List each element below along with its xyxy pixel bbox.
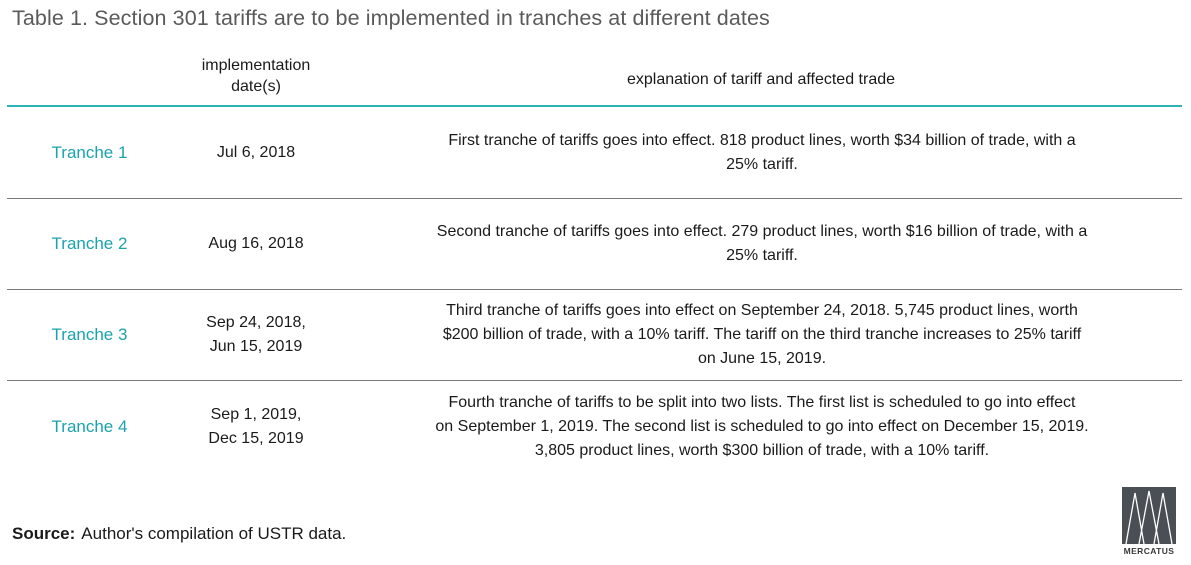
tranche-explanation-line: 25% tariff. — [726, 155, 798, 173]
header-rule — [7, 105, 1182, 107]
mercatus-logo-text: MERCATUS — [1123, 546, 1175, 556]
tranche-name: Tranche 2 — [51, 233, 128, 253]
tranche-explanation-line: First tranche of tariffs goes into effec… — [448, 131, 1076, 149]
source-text: Author's compilation of USTR data. — [81, 524, 347, 543]
table-row-tranche-2: Tranche 2 Aug 16, 2018 Second tranche of… — [7, 198, 1182, 290]
tranche-explanation-line: $200 billion of trade, with a 10% tariff… — [442, 325, 1082, 343]
tranche-explanation-line: Second tranche of tariffs goes into effe… — [436, 222, 1088, 240]
column-header-date-line2: date(s) — [231, 78, 281, 95]
tranche-name: Tranche 1 — [51, 142, 128, 162]
column-header-date: implementation date(s) — [176, 55, 336, 97]
tranche-explanation: Second tranche of tariffs goes into effe… — [347, 198, 1177, 289]
tranche-explanation-line: 25% tariff. — [726, 246, 798, 264]
tranche-explanation-line: 3,805 product lines, worth $300 billion … — [534, 442, 990, 459]
mercatus-logo-icon — [1122, 487, 1176, 544]
column-header-explanation: explanation of tariff and affected trade — [626, 71, 896, 88]
tranche-explanation-line: on June 15, 2019. — [697, 349, 827, 367]
tranche-date-line2: Dec 15, 2019 — [208, 429, 304, 447]
table-row-tranche-4: Tranche 4 Sep 1, 2019, Dec 15, 2019 Four… — [7, 381, 1182, 472]
tranche-name: Tranche 3 — [51, 324, 128, 344]
tranche-date-line1: Jul 6, 2018 — [216, 143, 296, 161]
column-header-date-line1: implementation — [201, 57, 311, 74]
tranche-date: Jul 6, 2018 — [176, 107, 336, 198]
table-row-tranche-3: Tranche 3 Sep 24, 2018, Jun 15, 2019 Thi… — [7, 289, 1182, 381]
tranche-date-line1: Sep 1, 2019, — [210, 405, 302, 423]
tranche-name: Tranche 4 — [51, 416, 128, 436]
tranche-explanation-line: on September 1, 2019. The second list is… — [435, 418, 1089, 435]
tranche-date: Sep 24, 2018, Jun 15, 2019 — [176, 289, 336, 380]
tranche-explanation: Third tranche of tariffs goes into effec… — [347, 289, 1177, 380]
tranche-explanation: First tranche of tariffs goes into effec… — [347, 107, 1177, 198]
mercatus-logo: MERCATUS — [1117, 487, 1181, 559]
tranche-date-line2: Jun 15, 2019 — [209, 337, 303, 355]
table-title: Table 1. Section 301 tariffs are to be i… — [12, 6, 770, 30]
tranche-date: Aug 16, 2018 — [176, 198, 336, 289]
tranche-date: Sep 1, 2019, Dec 15, 2019 — [176, 381, 336, 472]
tranche-date-line1: Sep 24, 2018, — [206, 313, 306, 331]
tranche-explanation-line: Fourth tranche of tariffs to be split in… — [448, 394, 1076, 411]
source-note: Source: Author's compilation of USTR data… — [12, 524, 346, 544]
tranche-date-line1: Aug 16, 2018 — [208, 234, 304, 252]
table-row-tranche-1: Tranche 1 Jul 6, 2018 First tranche of t… — [7, 107, 1182, 199]
source-label: Source: — [12, 524, 76, 543]
tranche-explanation-line: Third tranche of tariffs goes into effec… — [446, 301, 1078, 319]
tranche-explanation: Fourth tranche of tariffs to be split in… — [347, 381, 1177, 472]
